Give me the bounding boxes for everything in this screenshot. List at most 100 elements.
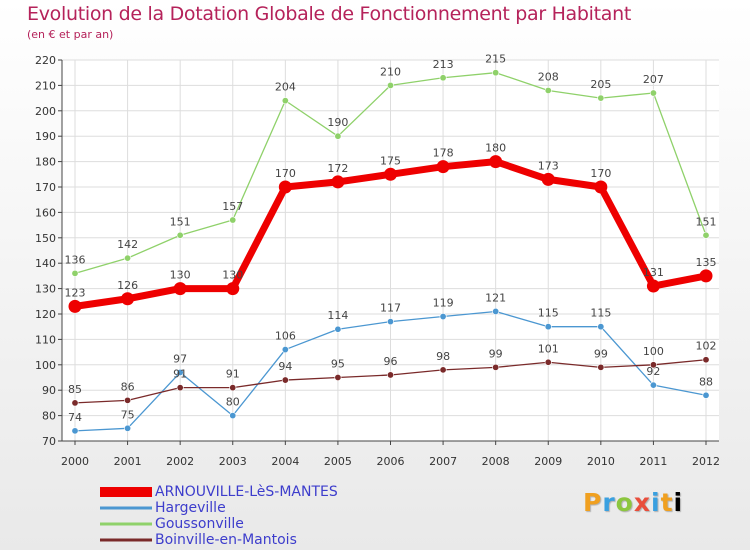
data-label: 204 (275, 81, 296, 94)
data-point (71, 269, 79, 277)
data-point (492, 307, 500, 315)
data-point (439, 74, 447, 82)
data-label: 74 (68, 411, 82, 424)
data-point (121, 292, 135, 306)
proxiti-logo: Proxiti (583, 488, 684, 517)
data-label: 85 (68, 383, 82, 396)
data-label: 117 (380, 302, 401, 315)
y-tick-label: 70 (42, 435, 56, 448)
data-label: 151 (696, 215, 717, 228)
y-tick-label: 90 (42, 384, 56, 397)
data-label: 178 (433, 147, 454, 160)
data-label: 172 (327, 162, 348, 175)
data-point (702, 356, 710, 364)
data-label: 123 (65, 286, 86, 299)
y-tick-label: 200 (35, 105, 56, 118)
data-label: 88 (699, 375, 713, 388)
data-label: 151 (170, 215, 191, 228)
data-label: 130 (222, 269, 243, 282)
data-label: 121 (485, 291, 506, 304)
legend-swatch (100, 487, 152, 497)
data-point (649, 361, 657, 369)
data-label: 175 (380, 154, 401, 167)
data-label: 98 (436, 350, 450, 363)
data-label: 95 (331, 358, 345, 371)
data-point (544, 323, 552, 331)
data-point (439, 313, 447, 321)
data-label: 205 (590, 78, 611, 91)
legend-label: Boinville-en-Mantois (155, 532, 297, 548)
data-label: 170 (275, 167, 296, 180)
data-point (334, 132, 342, 140)
data-point (334, 325, 342, 333)
y-tick-label: 150 (35, 232, 56, 245)
line-chart: 7080901001101201301401501601701801902002… (35, 53, 720, 468)
y-tick-label: 80 (42, 410, 56, 423)
data-label: 106 (275, 330, 296, 343)
data-point (597, 94, 605, 102)
data-label: 80 (226, 396, 240, 409)
data-label: 142 (117, 238, 138, 251)
x-tick-label: 2002 (166, 455, 194, 468)
x-tick-label: 2008 (482, 455, 510, 468)
x-tick-label: 2003 (219, 455, 247, 468)
data-point (702, 391, 710, 399)
legend-label: Hargeville (155, 500, 226, 516)
x-tick-label: 2005 (324, 455, 352, 468)
data-point (386, 318, 394, 326)
y-tick-label: 110 (35, 333, 56, 346)
data-point (71, 427, 79, 435)
data-point (226, 282, 240, 296)
data-point (173, 282, 187, 296)
data-label: 91 (226, 368, 240, 381)
y-tick-label: 130 (35, 283, 56, 296)
data-label: 207 (643, 73, 664, 86)
data-point (492, 363, 500, 371)
data-label: 97 (173, 352, 187, 365)
data-point (278, 180, 292, 194)
y-tick-label: 140 (35, 257, 56, 270)
data-label: 115 (538, 307, 559, 320)
data-point (124, 254, 132, 262)
chart-subtitle: (en € et par an) (27, 28, 114, 41)
data-point (489, 155, 503, 169)
data-point (594, 180, 608, 194)
data-label: 100 (643, 345, 664, 358)
data-label: 115 (590, 307, 611, 320)
y-tick-label: 180 (35, 156, 56, 169)
data-point (646, 279, 660, 293)
data-label: 102 (696, 340, 717, 353)
data-point (229, 384, 237, 392)
data-point (281, 97, 289, 105)
data-point (649, 89, 657, 97)
x-tick-label: 2012 (692, 455, 720, 468)
data-label: 99 (594, 347, 608, 360)
x-tick-label: 2004 (271, 455, 299, 468)
data-point (597, 363, 605, 371)
data-label: 92 (646, 365, 660, 378)
data-label: 180 (485, 142, 506, 155)
data-label: 131 (643, 266, 664, 279)
x-tick-label: 2006 (377, 455, 405, 468)
x-tick-label: 2011 (639, 455, 667, 468)
y-tick-label: 120 (35, 308, 56, 321)
data-point (71, 399, 79, 407)
data-label: 75 (121, 408, 135, 421)
data-label: 114 (327, 309, 348, 322)
data-point (702, 231, 710, 239)
x-tick-label: 2000 (61, 455, 89, 468)
data-label: 213 (433, 58, 454, 71)
data-label: 136 (65, 253, 86, 266)
data-point (229, 216, 237, 224)
data-point (176, 231, 184, 239)
data-point (331, 175, 345, 189)
data-label: 215 (485, 53, 506, 66)
data-point (649, 381, 657, 389)
data-point (541, 172, 555, 186)
data-label: 130 (170, 269, 191, 282)
data-point (229, 412, 237, 420)
data-label: 119 (433, 297, 454, 310)
legend-swatch (100, 522, 152, 526)
x-tick-label: 2009 (534, 455, 562, 468)
data-point (386, 371, 394, 379)
